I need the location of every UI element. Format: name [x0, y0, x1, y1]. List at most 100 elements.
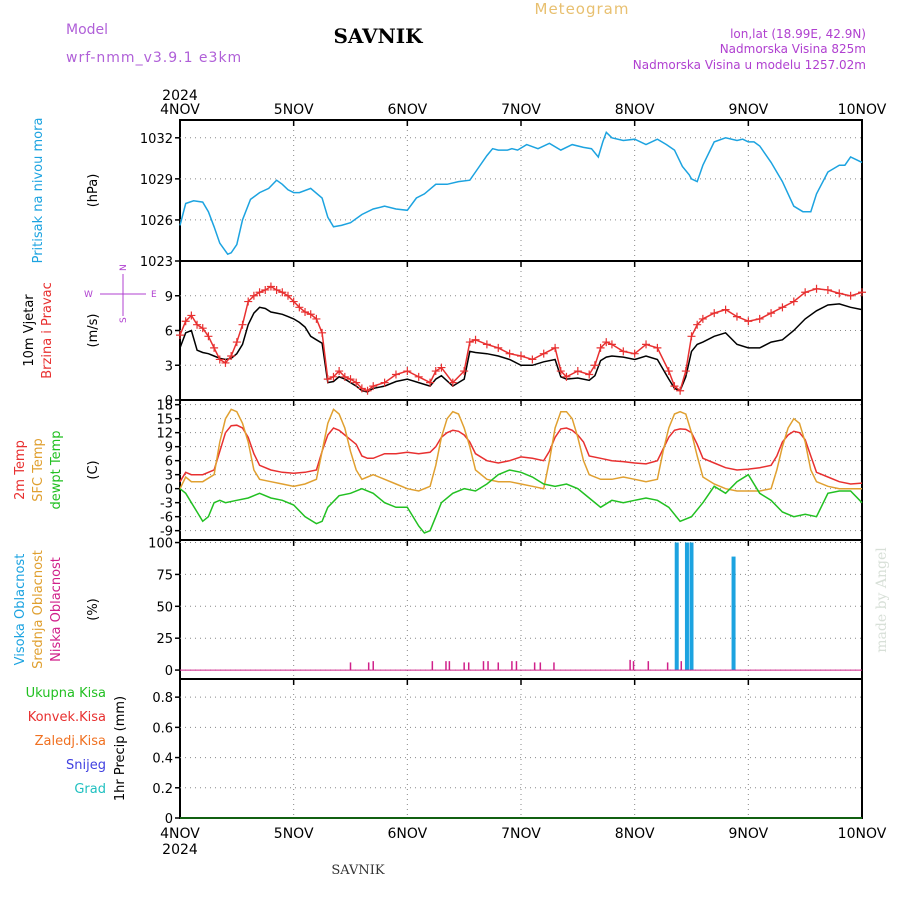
end-year-bottom: 2024 — [162, 842, 198, 858]
gust-marker — [431, 367, 440, 376]
cloud-bar-low — [487, 661, 489, 671]
footer-station: SAVNIK — [331, 863, 385, 878]
y-tick-label-temperature: 6 — [165, 455, 173, 470]
gust-marker — [198, 324, 207, 333]
gust-marker — [471, 335, 480, 344]
gust-marker — [517, 351, 525, 360]
cloud-bar-high — [674, 542, 679, 671]
gust-marker — [465, 338, 474, 347]
cloud-bar-high — [731, 556, 736, 671]
y-tick-label-pressure: 1026 — [140, 214, 173, 229]
gust-marker — [539, 349, 548, 358]
x-tick-bottom-7nov: 7NOV — [501, 826, 541, 842]
legend-precip-3: Snijeg — [66, 758, 106, 773]
coords-label: lon,lat (18.99E, 42.9N) — [730, 27, 866, 41]
cloud-bar-low — [629, 659, 631, 671]
y-tick-label-pressure: 1029 — [140, 173, 173, 188]
gust-marker — [460, 367, 469, 376]
model-label: Model — [66, 22, 108, 38]
gust-marker — [414, 372, 423, 381]
unit-label-precip: 1hr Precip (mm) — [113, 696, 128, 801]
model-elevation-label: Nadmorska Visina u modelu 1257.02m — [633, 58, 866, 72]
gust-marker — [687, 332, 696, 341]
gust-marker — [789, 297, 798, 306]
legend-wind-1: Brzina i Pravac — [40, 282, 55, 379]
series-line-temperature-1 — [179, 408, 862, 492]
gust-marker — [698, 314, 707, 323]
gust-marker — [630, 349, 639, 358]
gust-marker — [221, 358, 230, 367]
cloud-bar-low — [515, 661, 518, 671]
legend-precip-4: Grad — [74, 782, 106, 797]
y-tick-label-precip: 0.2 — [152, 782, 173, 797]
gust-marker — [681, 367, 690, 376]
axis-labels-layer: 4NOV 4NOV 5NOV 5NOV 6NOV 6NOV 7NOV 7NOV 8NOV 8NOV… — [13, 102, 887, 842]
legend-clouds-1: Srednja Oblacnost — [31, 550, 46, 669]
panel-frames — [175, 119, 863, 819]
gust-marker — [363, 386, 372, 395]
y-tick-label-clouds: 75 — [156, 568, 173, 583]
cloud-bar-low — [448, 661, 451, 671]
y-tick-label-clouds: 100 — [148, 537, 173, 552]
gust-marker — [357, 384, 366, 393]
gust-marker — [573, 367, 582, 376]
cloud-bar-low — [666, 662, 669, 671]
y-tick-label-precip: 0.4 — [152, 752, 173, 767]
y-tick-label-pressure: 1032 — [140, 132, 173, 147]
gust-marker — [272, 285, 281, 294]
gust-marker — [744, 317, 753, 326]
x-tick-bottom-8nov: 8NOV — [615, 826, 655, 842]
legend-precip-2: Zaledj.Kisa — [35, 734, 106, 749]
cloud-bar-low — [497, 662, 500, 671]
gust-marker — [176, 331, 184, 340]
y-tick-label-temperature: 12 — [156, 427, 173, 442]
gust-marker — [482, 340, 491, 349]
gust-marker — [340, 372, 349, 381]
model-value: wrf-nmm_v3.9.1 e3km — [66, 50, 242, 66]
y-tick-label-wind: 0 — [165, 394, 173, 409]
gust-marker — [585, 370, 594, 379]
compass-e: E — [151, 290, 157, 300]
plot-layer — [176, 130, 866, 819]
y-tick-label-temperature: 3 — [165, 469, 173, 484]
gust-marker — [312, 314, 321, 323]
cloud-bar-low — [680, 661, 683, 671]
gust-marker — [619, 347, 628, 356]
cloud-bar-high — [684, 542, 689, 671]
gust-marker — [528, 355, 537, 364]
gust-marker — [767, 309, 776, 318]
gust-marker — [556, 367, 565, 376]
legend-clouds-0: Visoka Oblacnost — [13, 554, 28, 666]
y-tick-label-precip: 0.8 — [152, 691, 173, 706]
gust-marker — [778, 303, 787, 312]
y-tick-label-temperature: 15 — [156, 413, 173, 428]
gust-marker — [494, 343, 503, 352]
y-tick-label-pressure: 1023 — [140, 255, 173, 270]
gust-marker — [846, 291, 855, 300]
y-tick-label-clouds: 50 — [156, 600, 173, 615]
gust-marker — [732, 312, 741, 321]
station-title: SAVNIK — [333, 24, 423, 48]
gust-marker — [301, 307, 310, 316]
x-tick-bottom-9nov: 9NOV — [728, 826, 768, 842]
gust-marker — [369, 382, 378, 391]
gust-marker — [437, 363, 446, 372]
gust-marker — [607, 340, 616, 349]
gust-marker — [215, 355, 224, 364]
gust-marker — [329, 372, 338, 381]
y-tick-label-temperature: 0 — [165, 483, 173, 498]
gust-marker — [244, 297, 253, 306]
x-tick-bottom-10nov: 10NOV — [838, 826, 887, 842]
gust-marker — [403, 367, 412, 376]
gust-marker — [590, 361, 599, 370]
cloud-bar-low — [463, 662, 465, 671]
x-tick-top-9nov: 9NOV — [728, 102, 768, 118]
gust-marker — [642, 340, 651, 349]
series-line-wind-0 — [179, 303, 863, 393]
gust-marker — [204, 332, 213, 341]
cloud-bar-low — [539, 662, 542, 671]
gust-marker — [352, 378, 361, 387]
gust-marker — [210, 343, 219, 352]
